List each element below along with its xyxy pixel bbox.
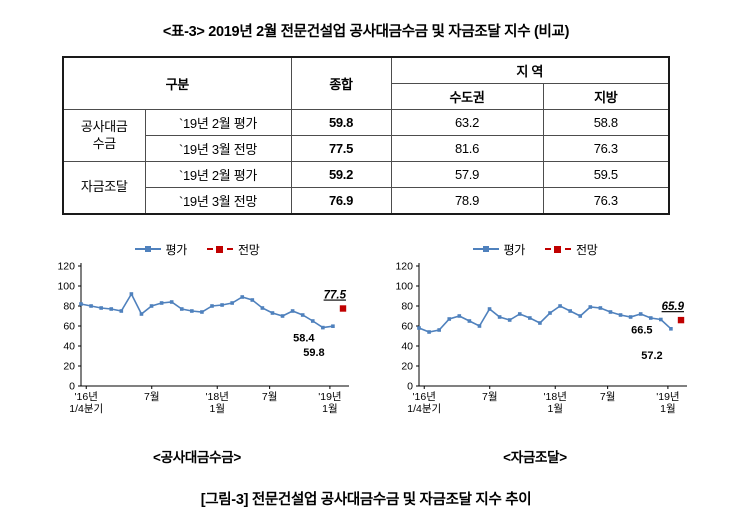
cell-period: `19년 2월 평가 <box>144 161 292 188</box>
svg-text:'19년: '19년 <box>318 391 341 403</box>
forecast-square-marker-icon <box>545 245 571 253</box>
header-province: 지방 <box>542 83 670 110</box>
legend-label-forecast: 전망 <box>238 242 260 257</box>
financing-line-chart: 0 20 40 60 80 100 120'16년 1/4분기 7월 '18년 1월 7월 '19년 1월… <box>379 258 691 418</box>
svg-text:58.4: 58.4 <box>293 333 315 345</box>
svg-text:100: 100 <box>395 281 413 293</box>
svg-text:40: 40 <box>63 341 75 353</box>
payment-collection-line-chart: 0 20 40 60 80 100 120'16년 1/4분기 7월 '18년 1월 7월 '19년 1월… <box>41 258 353 418</box>
table-subheader-row: 수도권 지방 <box>63 83 670 110</box>
svg-text:7월: 7월 <box>482 391 498 403</box>
financing-chart-block: 평가 전망 0 20 40 60 80 100 120'16년 1/4분기 7월 '18년 1월 7월… <box>379 240 691 466</box>
svg-text:59.8: 59.8 <box>303 347 324 359</box>
eval-line-marker-icon <box>134 246 161 252</box>
payment-collection-chart-caption: <공사대금수금> <box>153 450 241 465</box>
svg-text:7월: 7월 <box>144 391 160 403</box>
svg-text:20: 20 <box>63 361 75 373</box>
svg-text:1월: 1월 <box>209 403 225 415</box>
cell-province: 59.5 <box>542 161 670 188</box>
cell-metro: 78.9 <box>390 187 544 215</box>
cell-period: `19년 3월 전망 <box>144 187 292 215</box>
legend-label-eval: 평가 <box>503 242 526 257</box>
svg-text:1월: 1월 <box>322 403 338 415</box>
svg-text:'19년: '19년 <box>656 391 679 403</box>
header-metro: 수도권 <box>390 83 544 110</box>
table-row: `19년 3월 전망 76.9 78.9 76.3 <box>63 187 670 215</box>
svg-text:20: 20 <box>401 361 413 373</box>
svg-text:120: 120 <box>395 261 413 273</box>
svg-text:60: 60 <box>63 321 75 333</box>
header-region: 지 역 <box>390 56 670 84</box>
svg-text:7월: 7월 <box>262 391 278 403</box>
cell-metro: 57.9 <box>390 161 544 188</box>
eval-line-marker-icon <box>472 246 499 252</box>
table-row: `19년 3월 전망 77.5 81.6 76.3 <box>63 135 670 162</box>
svg-text:60: 60 <box>401 321 413 333</box>
table-row: 자금조달 `19년 2월 평가 59.2 57.9 59.5 <box>62 161 670 215</box>
svg-text:7월: 7월 <box>600 391 616 403</box>
chart-legend: 평가 전망 <box>41 240 353 258</box>
legend-label-eval: 평가 <box>165 242 188 257</box>
cell-province: 76.3 <box>542 187 670 215</box>
svg-text:100: 100 <box>57 281 75 293</box>
legend-label-forecast: 전망 <box>576 242 598 257</box>
charts-area: 평가 전망 0 20 40 60 80 100 120'16년 1/4분기 7월 '18년 1월 7월… <box>0 240 732 466</box>
svg-text:80: 80 <box>401 301 413 313</box>
cell-period: `19년 2월 평가 <box>144 109 292 136</box>
svg-text:0: 0 <box>69 381 75 393</box>
table-header-row: 구분 종합 지 역 <box>62 56 670 110</box>
table-title: <표-3> 2019년 2월 전문건설업 공사대금수금 및 자금조달 지수 (비… <box>162 24 570 40</box>
svg-text:'18년: '18년 <box>206 391 229 403</box>
svg-text:'18년: '18년 <box>544 391 567 403</box>
cell-metro: 63.2 <box>390 109 544 136</box>
cell-period: `19년 3월 전망 <box>144 135 292 162</box>
index-table: 구분 종합 지 역 수도권 지방 공사대금 수금 `19년 2월 평가 59.8… <box>62 56 670 215</box>
legend-eval-item: 평가 <box>472 241 526 258</box>
legend-eval-item: 평가 <box>134 241 188 258</box>
cell-total: 59.2 <box>290 161 392 188</box>
svg-text:1/4분기: 1/4분기 <box>69 403 103 415</box>
header-category: 구분 <box>62 56 292 110</box>
svg-text:65.9: 65.9 <box>662 301 685 313</box>
row-group-payment-label: 공사대금 수금 <box>62 109 146 162</box>
legend-forecast-item: 전망 <box>207 241 260 258</box>
cell-total: 76.9 <box>290 187 392 215</box>
header-total: 종합 <box>290 56 392 110</box>
svg-text:66.5: 66.5 <box>631 325 652 337</box>
table-row: 공사대금 수금 `19년 2월 평가 59.8 63.2 58.8 <box>62 109 670 162</box>
figure-caption: [그림-3] 전문건설업 공사대금수금 및 자금조달 지수 추이 <box>200 492 532 508</box>
svg-text:120: 120 <box>57 261 75 273</box>
svg-text:1/4분기: 1/4분기 <box>407 403 441 415</box>
svg-text:77.5: 77.5 <box>324 290 347 302</box>
chart-legend: 평가 전망 <box>379 240 691 258</box>
cell-total: 59.8 <box>290 109 392 136</box>
financing-chart-caption: <자금조달> <box>503 450 567 465</box>
cell-province: 76.3 <box>542 135 670 162</box>
forecast-square-marker-icon <box>207 245 233 253</box>
row-group-financing-label: 자금조달 <box>62 161 146 215</box>
cell-metro: 81.6 <box>390 135 544 162</box>
svg-text:'16년: '16년 <box>413 391 436 403</box>
payment-collection-chart-block: 평가 전망 0 20 40 60 80 100 120'16년 1/4분기 7월 '18년 1월 7월… <box>41 240 353 466</box>
cell-total: 77.5 <box>290 135 392 162</box>
svg-text:0: 0 <box>407 381 413 393</box>
svg-text:40: 40 <box>401 341 413 353</box>
cell-province: 58.8 <box>542 109 670 136</box>
legend-forecast-item: 전망 <box>545 241 598 258</box>
svg-text:80: 80 <box>63 301 75 313</box>
svg-text:1월: 1월 <box>547 403 563 415</box>
svg-text:1월: 1월 <box>660 403 676 415</box>
svg-text:'16년: '16년 <box>75 391 98 403</box>
svg-text:57.2: 57.2 <box>641 350 662 362</box>
